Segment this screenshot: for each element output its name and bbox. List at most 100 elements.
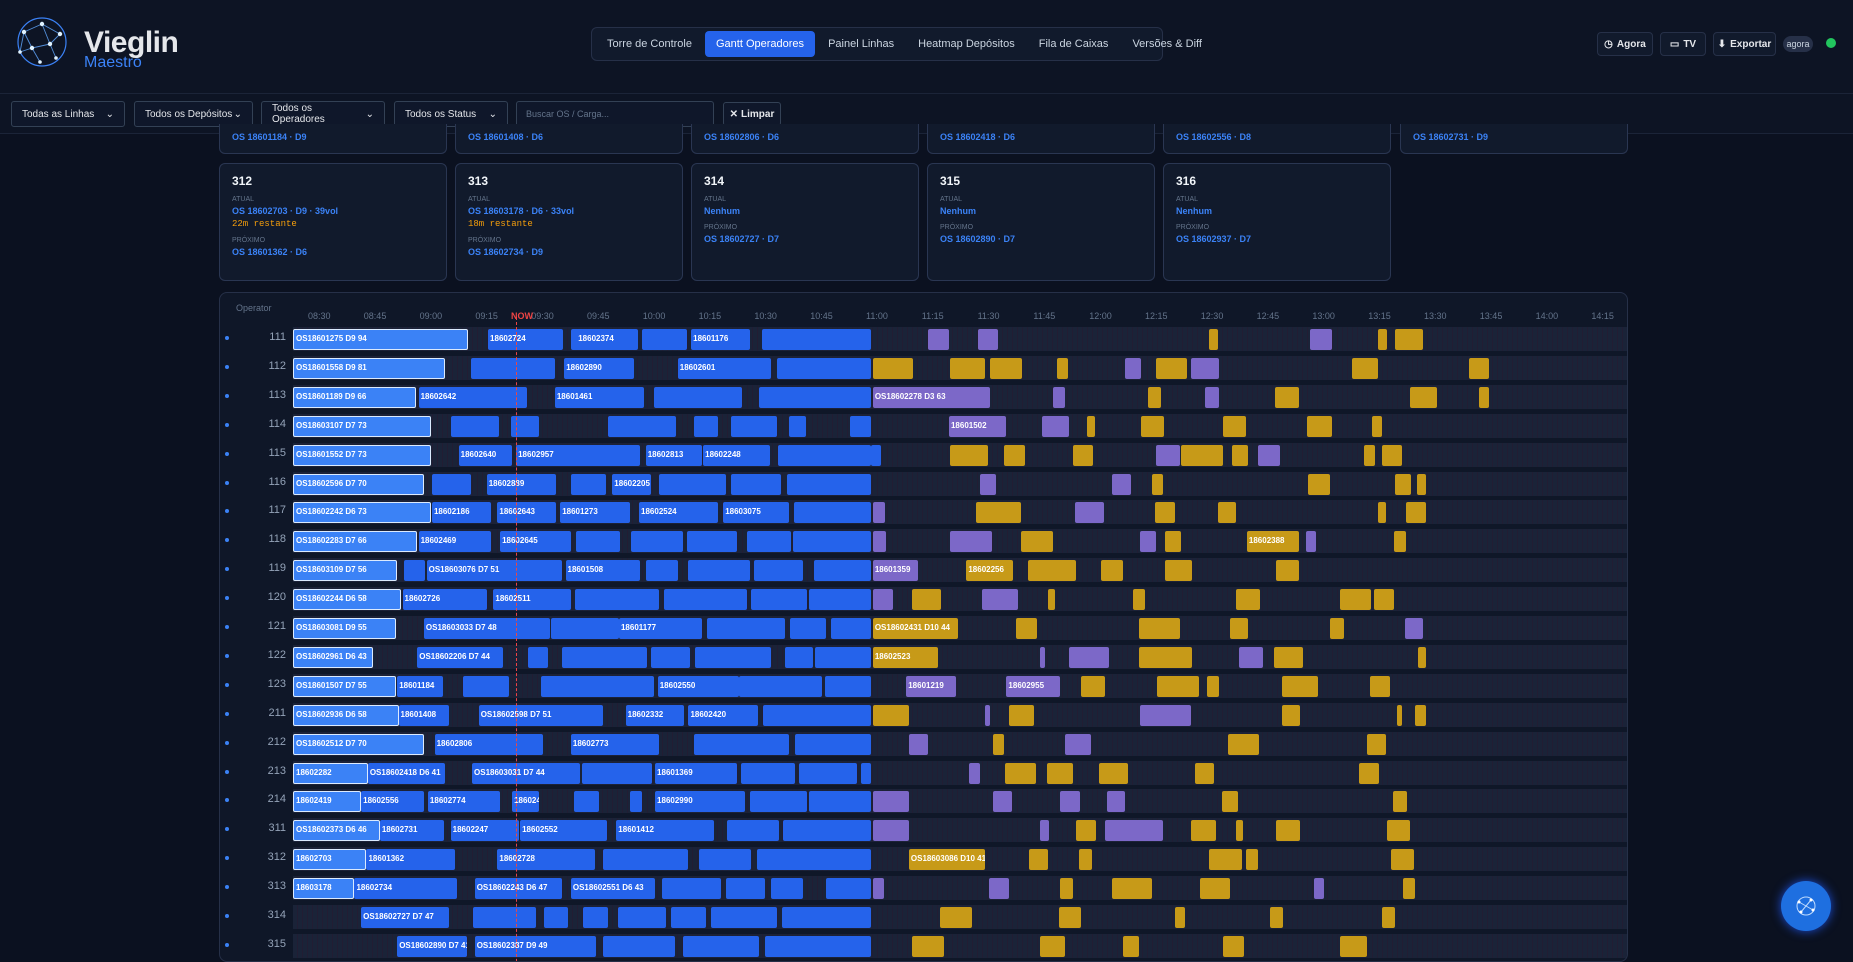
gantt-task-bar[interactable]: OS18602598 D7 51: [478, 704, 603, 726]
gantt-task-bar[interactable]: [756, 849, 872, 871]
gantt-task-bar[interactable]: [872, 820, 909, 842]
gantt-task-bar[interactable]: 18601273: [560, 502, 630, 524]
gantt-task-bar[interactable]: [561, 646, 648, 668]
gantt-task-bar[interactable]: OS18601189 D9 66: [293, 386, 416, 408]
gantt-task-bar[interactable]: [725, 878, 765, 900]
gantt-task-bar[interactable]: [1417, 646, 1426, 668]
gantt-task-bar[interactable]: [1274, 386, 1299, 408]
gantt-task-bar[interactable]: [831, 618, 872, 639]
gantt-task-bar[interactable]: [1053, 386, 1066, 408]
gantt-task-bar[interactable]: 18602420: [688, 704, 758, 726]
agora-button[interactable]: ◷ Agora: [1597, 32, 1653, 56]
gantt-task-bar[interactable]: [872, 531, 887, 553]
gantt-task-bar[interactable]: [1206, 675, 1219, 697]
gantt-task-bar[interactable]: [1133, 589, 1146, 611]
operator-card[interactable]: OS 18602556 · D8: [1163, 124, 1391, 154]
gantt-task-bar[interactable]: OS18602243 D6 47: [474, 878, 562, 900]
gantt-task-bar[interactable]: [787, 473, 872, 495]
gantt-task-bar[interactable]: [1340, 935, 1368, 957]
gantt-task-bar[interactable]: [799, 762, 857, 784]
gantt-task-bar[interactable]: [788, 415, 806, 437]
gantt-task-bar[interactable]: [950, 531, 992, 553]
gantt-task-bar[interactable]: [1154, 502, 1175, 524]
gantt-task-bar[interactable]: [872, 704, 909, 726]
gantt-task-bar[interactable]: [975, 502, 1022, 524]
gantt-task-bar[interactable]: [1200, 878, 1230, 900]
gantt-task-bar[interactable]: [990, 357, 1023, 379]
gantt-task-bar[interactable]: 18602955: [1006, 675, 1060, 697]
gantt-task-bar[interactable]: [1065, 733, 1091, 755]
gantt-task-bar[interactable]: [528, 646, 549, 668]
gantt-task-bar[interactable]: OS18602283 D7 66: [293, 531, 418, 553]
gantt-task-bar[interactable]: [1276, 820, 1301, 842]
gantt-task-bar[interactable]: [771, 878, 804, 900]
gantt-task-bar[interactable]: OS18601507 D7 55: [293, 675, 396, 697]
gantt-task-bar[interactable]: [1352, 357, 1378, 379]
gantt-task-bar[interactable]: [510, 415, 539, 437]
gantt-task-bar[interactable]: [979, 473, 996, 495]
gantt-task-bar[interactable]: [1409, 386, 1437, 408]
gantt-task-bar[interactable]: OS18603107 D7 73: [293, 415, 431, 437]
gantt-task-bar[interactable]: [1015, 618, 1038, 639]
gantt-task-bar[interactable]: OS18603033 D7 48: [423, 618, 550, 639]
gantt-task-bar[interactable]: [1074, 502, 1104, 524]
gantt-task-bar[interactable]: 18602332: [625, 704, 685, 726]
gantt-task-bar[interactable]: [808, 589, 872, 611]
gantt-task-bar[interactable]: [1042, 415, 1070, 437]
gantt-task-bar[interactable]: [1232, 444, 1249, 466]
gantt-task-bar[interactable]: [544, 907, 569, 928]
gantt-task-bar[interactable]: [1086, 415, 1095, 437]
gantt-task-bar[interactable]: 18601177: [618, 618, 702, 639]
gantt-task-bar[interactable]: [1138, 618, 1181, 639]
gantt-task-bar[interactable]: OS18601558 D9 81: [293, 357, 446, 379]
gantt-task-bar[interactable]: 18602734: [354, 878, 458, 900]
gantt-task-bar[interactable]: [1009, 704, 1035, 726]
gantt-task-bar[interactable]: [1276, 560, 1299, 582]
gantt-task-bar[interactable]: [1364, 444, 1376, 466]
gantt-task-bar[interactable]: [711, 907, 777, 928]
gantt-task-bar[interactable]: [731, 473, 781, 495]
gantt-task-bar[interactable]: 18601359: [872, 560, 919, 582]
gantt-task-bar[interactable]: [783, 820, 872, 842]
gantt-task-bar[interactable]: [403, 560, 426, 582]
gantt-task-bar[interactable]: [993, 733, 1004, 755]
gantt-task-bar[interactable]: 18602724: [488, 329, 563, 350]
gantt-task-bar[interactable]: [824, 675, 872, 697]
gantt-task-bar[interactable]: [1005, 762, 1036, 784]
gantt-task-bar[interactable]: [1059, 878, 1074, 900]
gantt-task-bar[interactable]: [1105, 820, 1163, 842]
gantt-task-bar[interactable]: 18603178: [293, 878, 355, 900]
gantt-task-bar[interactable]: [815, 646, 872, 668]
gantt-task-bar[interactable]: [574, 589, 660, 611]
gantt-task-bar[interactable]: OS18602727 D7 47: [361, 907, 450, 928]
gantt-task-bar[interactable]: [1039, 646, 1046, 668]
gantt-task-bar[interactable]: [792, 531, 872, 553]
gantt-task-bar[interactable]: [659, 473, 726, 495]
gantt-task-bar[interactable]: [1039, 935, 1066, 957]
tab-gantt-operadores[interactable]: Gantt Operadores: [705, 31, 816, 57]
gantt-task-bar[interactable]: 18602813: [645, 444, 702, 466]
gantt-task-bar[interactable]: [1021, 531, 1054, 553]
gantt-task-bar[interactable]: [826, 878, 872, 900]
gantt-task-bar[interactable]: [939, 907, 972, 928]
gantt-task-bar[interactable]: [985, 704, 991, 726]
gantt-task-bar[interactable]: [1257, 444, 1281, 466]
gantt-task-bar[interactable]: [1395, 473, 1412, 495]
tv-button[interactable]: ▭ TV: [1660, 32, 1706, 56]
gantt-task-bar[interactable]: [1174, 907, 1186, 928]
gantt-task-bar[interactable]: OS18602431 D10 44: [872, 618, 959, 639]
gantt-task-bar[interactable]: 18602247: [450, 820, 519, 842]
gantt-task-bar[interactable]: [808, 791, 872, 813]
gantt-task-bar[interactable]: [1281, 675, 1318, 697]
gantt-task-bar[interactable]: [661, 878, 721, 900]
gantt-task-bar[interactable]: [1059, 791, 1080, 813]
gantt-task-bar[interactable]: [795, 733, 872, 755]
operator-card-316[interactable]: 316 ATUAL Nenhum PRÓXIMO OS 18602937 · D…: [1163, 163, 1391, 281]
gantt-task-bar[interactable]: [1238, 646, 1263, 668]
search-input[interactable]: Buscar OS / Carga...: [516, 101, 714, 127]
tab-torre-de-controle[interactable]: Torre de Controle: [607, 38, 692, 50]
tab-fila-de-caixas[interactable]: Fila de Caixas: [1038, 38, 1109, 50]
gantt-task-bar[interactable]: OS18602418 D6 41: [367, 762, 446, 784]
gantt-task-bar[interactable]: [740, 762, 796, 784]
gantt-task-bar[interactable]: [688, 560, 750, 582]
